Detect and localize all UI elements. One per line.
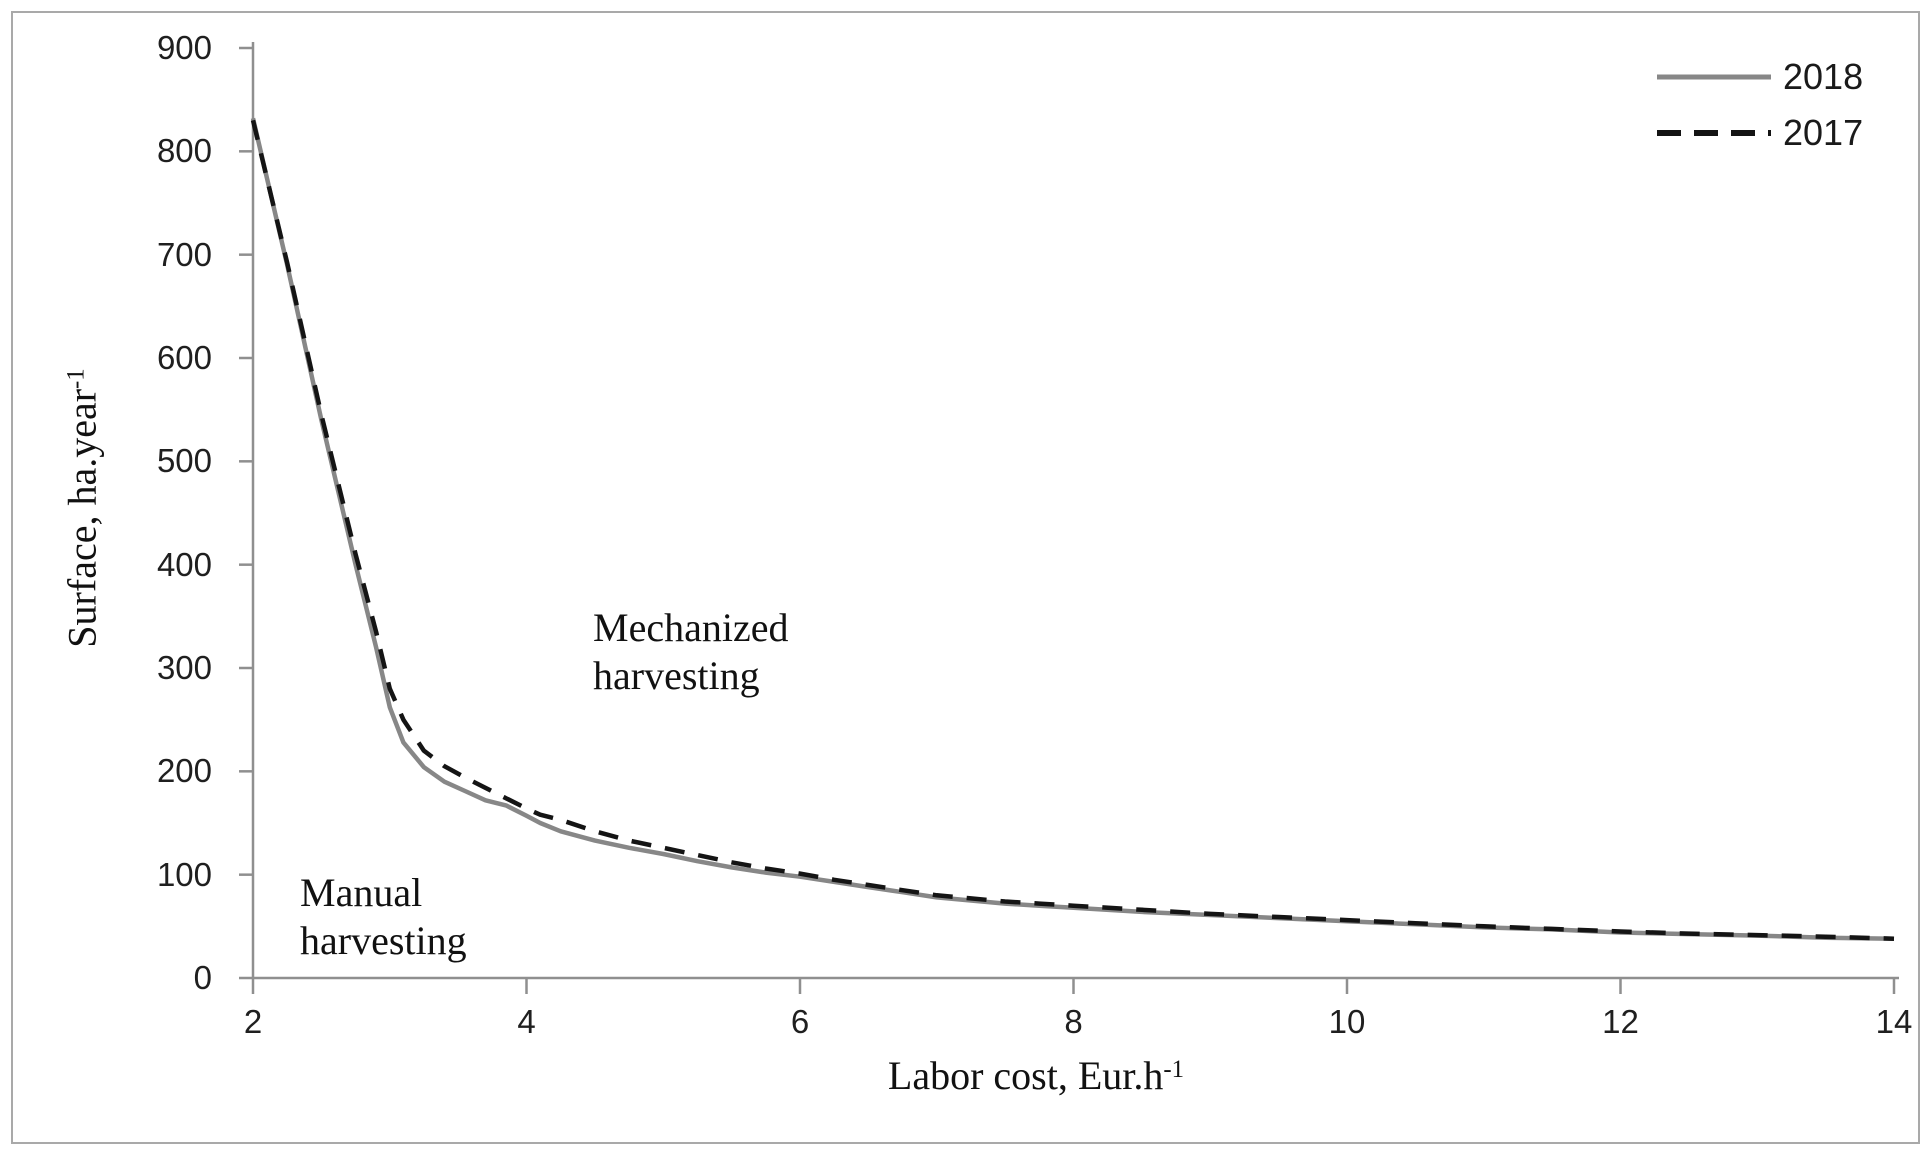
x-tick-label: 4	[517, 1003, 536, 1040]
y-tick-label: 900	[156, 29, 212, 66]
legend-label-2017: 2017	[1783, 112, 1864, 153]
series-line-2018	[250, 117, 1895, 941]
x-axis-title: Labor cost, Eur.h-1	[888, 1052, 1184, 1099]
y-tick-label: 800	[156, 132, 212, 170]
y-tick-label: 500	[156, 442, 212, 480]
solid-line-icon	[1657, 74, 1771, 80]
x-tick-label: 12	[1602, 1003, 1639, 1040]
y-tick-label: 0	[193, 959, 212, 996]
legend-label-2018: 2018	[1783, 56, 1864, 97]
y-tick-label: 400	[156, 545, 212, 583]
x-tick-label: 10	[1328, 1003, 1366, 1040]
x-axis-title-text: Labor cost, Eur.h	[887, 1053, 1164, 1098]
y-tick-label: 200	[156, 752, 212, 790]
x-tick-label: 2	[243, 1003, 263, 1040]
legend: 2018 2017	[1657, 53, 1863, 165]
legend-item-2018: 2018	[1657, 53, 1863, 101]
annotation-line: harvesting	[300, 918, 467, 963]
series-line-2017	[250, 119, 1895, 941]
x-tick-label: 8	[1064, 1003, 1083, 1040]
annotation-mechanized-harvesting: Mechanized harvesting	[593, 604, 788, 700]
legend-item-2017: 2017	[1657, 109, 1863, 157]
x-tick-label: 14	[1875, 1003, 1913, 1040]
y-tick-label: 100	[156, 855, 212, 893]
y-tick-label: 300	[156, 649, 212, 686]
y-axis-title-text: Surface, ha.year	[59, 388, 105, 648]
x-tick-label: 6	[790, 1003, 810, 1040]
annotation-line: harvesting	[593, 653, 760, 698]
figure-border	[11, 11, 1920, 1144]
dashed-line-icon	[1657, 130, 1771, 136]
y-axis-title: Surface, ha.year-1	[59, 368, 106, 647]
y-tick-label: 700	[156, 235, 212, 273]
y-tick-label: 600	[156, 339, 212, 376]
y-axis-title-superscript: -1	[62, 368, 90, 389]
annotation-line: Manual	[300, 870, 423, 915]
x-axis-title-superscript: -1	[1163, 1055, 1185, 1083]
annotation-manual-harvesting: Manual harvesting	[300, 869, 467, 965]
annotation-line: Mechanized	[593, 605, 789, 650]
